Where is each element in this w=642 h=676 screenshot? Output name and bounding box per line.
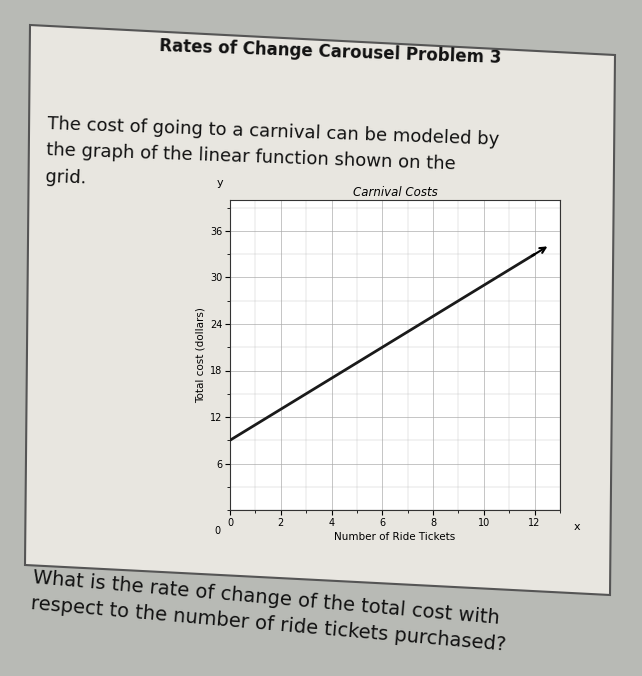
- Text: 0: 0: [214, 525, 220, 535]
- Text: x: x: [573, 523, 580, 533]
- Polygon shape: [25, 25, 615, 595]
- Title: Carnival Costs: Carnival Costs: [352, 186, 437, 199]
- Text: y: y: [217, 178, 223, 188]
- Y-axis label: Total cost (dollars): Total cost (dollars): [196, 307, 206, 403]
- X-axis label: Number of Ride Tickets: Number of Ride Tickets: [334, 532, 456, 541]
- Text: Rates of Change Carousel Problem 3: Rates of Change Carousel Problem 3: [159, 37, 501, 67]
- Text: What is the rate of change of the total cost with
respect to the number of ride : What is the rate of change of the total …: [30, 568, 509, 655]
- Text: The cost of going to a carnival can be modeled by
the graph of the linear functi: The cost of going to a carnival can be m…: [45, 115, 499, 201]
